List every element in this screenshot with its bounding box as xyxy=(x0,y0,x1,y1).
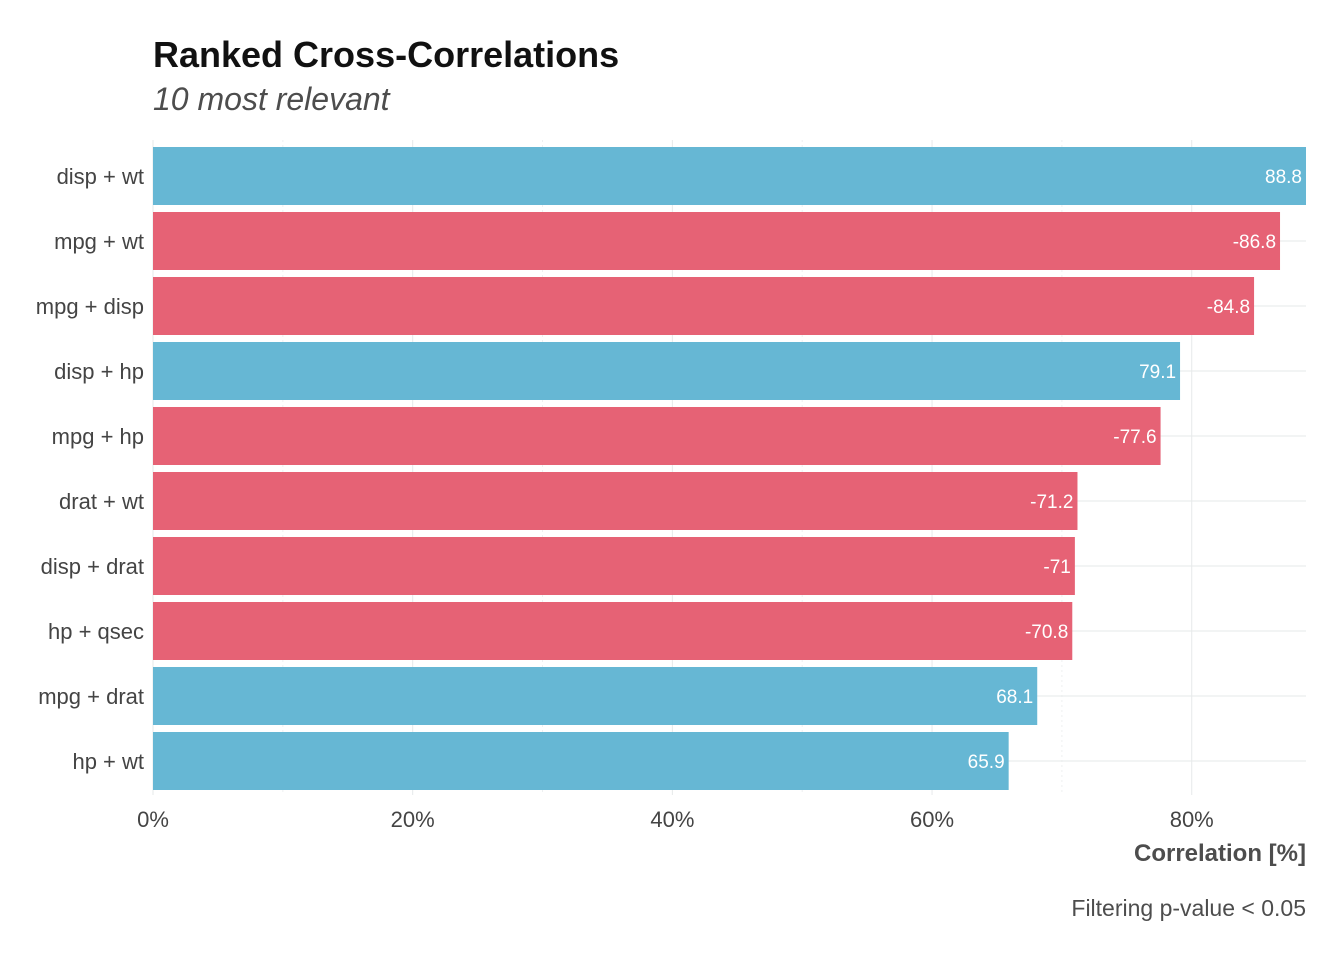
category-label: disp + hp xyxy=(54,359,144,384)
bar xyxy=(153,342,1181,400)
bar xyxy=(153,212,1281,270)
x-tick-label: 20% xyxy=(391,807,435,832)
category-label: drat + wt xyxy=(59,489,144,514)
x-tick-label: 60% xyxy=(910,807,954,832)
bar-value-label: 65.9 xyxy=(968,752,1005,773)
bars: 88.8 -86.8 -84.8 79.1 -77.6 -71.2 -71 -70.8 68.1… xyxy=(153,147,1306,790)
bar-value-label: 88.8 xyxy=(1265,167,1302,188)
x-axis-title: Correlation [%] xyxy=(1134,840,1306,867)
bar-value-label: -70.8 xyxy=(1025,622,1068,643)
category-label: mpg + disp xyxy=(36,294,144,319)
bar-value-label: -71 xyxy=(1043,557,1070,578)
bar-value-label: 68.1 xyxy=(996,687,1033,708)
x-tick-label: 40% xyxy=(650,807,694,832)
bar xyxy=(153,602,1073,660)
bar xyxy=(153,472,1078,530)
bar-value-label: -86.8 xyxy=(1233,232,1276,253)
bar-value-label: 79.1 xyxy=(1139,362,1176,383)
category-label: mpg + drat xyxy=(38,684,144,709)
chart-caption: Filtering p-value < 0.05 xyxy=(1071,895,1306,921)
category-label: disp + drat xyxy=(41,554,144,579)
category-label: hp + qsec xyxy=(48,619,144,644)
x-axis-tick-labels: 0% 20% 40% 60% 80% xyxy=(137,807,1214,832)
bar xyxy=(153,277,1255,335)
category-label: mpg + wt xyxy=(54,229,144,254)
chart-title: Ranked Cross-Correlations xyxy=(153,34,619,75)
chart-subtitle: 10 most relevant xyxy=(153,81,391,117)
bar xyxy=(153,537,1075,595)
bar xyxy=(153,667,1038,725)
bar-value-label: -77.6 xyxy=(1113,427,1156,448)
bar xyxy=(153,407,1161,465)
bar xyxy=(153,147,1306,205)
bar-value-label: -84.8 xyxy=(1207,297,1250,318)
category-labels: disp + wt mpg + wt mpg + disp disp + hp mpg … xyxy=(36,164,144,774)
category-label: disp + wt xyxy=(57,164,144,189)
x-tick-label: 80% xyxy=(1170,807,1214,832)
category-label: mpg + hp xyxy=(52,424,144,449)
category-label: hp + wt xyxy=(72,749,144,774)
bar-value-label: -71.2 xyxy=(1030,492,1073,513)
bar xyxy=(153,732,1009,790)
x-tick-label: 0% xyxy=(137,807,169,832)
